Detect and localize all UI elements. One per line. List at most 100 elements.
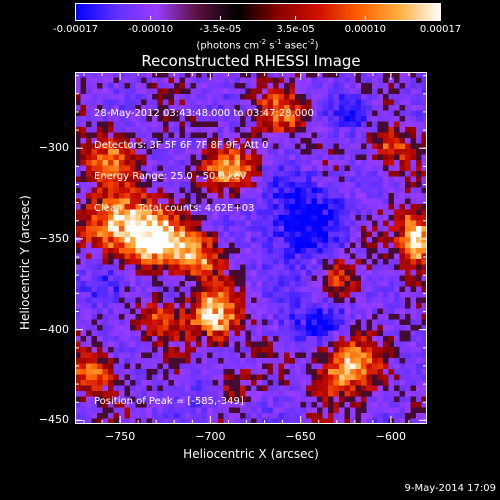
heatmap-cell — [295, 237, 301, 243]
heatmap-cell — [91, 396, 98, 403]
heatmap-cell — [410, 204, 417, 210]
heatmap-cell — [278, 358, 285, 364]
heatmap-cell — [185, 132, 191, 139]
heatmap-cell — [223, 407, 230, 414]
heatmap-cell — [350, 215, 356, 221]
heatmap-cell — [273, 138, 279, 144]
heatmap-cell — [278, 88, 285, 95]
heatmap-cell — [339, 281, 345, 287]
heatmap-cell — [416, 385, 422, 392]
heatmap-cell — [135, 286, 142, 293]
heatmap-cell — [229, 275, 235, 282]
heatmap-cell — [383, 402, 389, 408]
heatmap-cell — [190, 99, 197, 106]
heatmap-cell — [399, 396, 406, 403]
heatmap-cell — [75, 83, 81, 89]
heatmap-cell — [113, 418, 120, 424]
heatmap-cell — [262, 347, 268, 353]
heatmap-cell — [141, 231, 147, 238]
heatmap-cell — [163, 259, 169, 265]
heatmap-cell — [146, 99, 153, 106]
heatmap-cell — [97, 198, 103, 205]
heatmap-cell — [267, 347, 274, 353]
heatmap-cell — [300, 259, 307, 265]
heatmap-cell — [262, 231, 268, 238]
heatmap-cell — [179, 264, 186, 271]
heatmap-cell — [388, 385, 395, 392]
heatmap-cell — [108, 347, 114, 353]
heatmap-cell — [179, 270, 186, 276]
heatmap-cell — [377, 220, 384, 227]
heatmap-cell — [416, 204, 422, 210]
heatmap-cell — [372, 363, 378, 370]
heatmap-cell — [328, 110, 334, 117]
heatmap-cell — [124, 165, 131, 172]
heatmap-cell — [267, 165, 274, 172]
heatmap-cell — [377, 94, 384, 100]
heatmap-cell — [240, 270, 246, 276]
heatmap-cell — [421, 165, 427, 172]
heatmap-cell — [394, 198, 400, 205]
heatmap-cell — [80, 275, 87, 282]
heatmap-cell — [185, 253, 191, 260]
heatmap-cell — [212, 143, 219, 150]
heatmap-cell — [229, 319, 235, 326]
heatmap-cell — [152, 220, 158, 227]
heatmap-cell — [179, 182, 186, 188]
heatmap-cell — [300, 358, 307, 364]
heatmap-cell — [333, 154, 340, 161]
heatmap-cell — [97, 132, 103, 139]
heatmap-cell — [405, 402, 411, 408]
heatmap-cell — [300, 352, 307, 359]
heatmap-cell — [289, 176, 296, 183]
heatmap-cells — [75, 72, 427, 424]
heatmap-cell — [256, 380, 263, 386]
heatmap-cell — [333, 198, 340, 205]
heatmap-cell — [174, 149, 180, 155]
heatmap-cell — [273, 209, 279, 216]
heatmap-cell — [141, 385, 147, 392]
heatmap-cell — [163, 187, 169, 194]
heatmap-cell — [317, 182, 323, 188]
heatmap-cell — [86, 72, 92, 78]
heatmap-cell — [152, 193, 158, 199]
heatmap-cell — [135, 149, 142, 155]
heatmap-cell — [377, 413, 384, 419]
heatmap-cell — [344, 270, 351, 276]
heatmap-cell — [421, 105, 427, 111]
heatmap-cell — [218, 418, 224, 424]
heatmap-cell — [135, 242, 142, 249]
heatmap-cell — [416, 286, 422, 293]
heatmap-cell — [135, 319, 142, 326]
heatmap-cell — [344, 347, 351, 353]
heatmap-cell — [317, 259, 323, 265]
heatmap-cell — [322, 352, 329, 359]
heatmap-cell — [421, 88, 427, 95]
heatmap-cell — [75, 77, 81, 84]
heatmap-cell — [124, 418, 131, 424]
heatmap-cell — [179, 83, 186, 89]
heatmap-cell — [317, 314, 323, 320]
heatmap-cell — [212, 248, 219, 254]
heatmap-cell — [135, 171, 142, 177]
heatmap-cell — [80, 171, 87, 177]
heatmap-cell — [355, 352, 362, 359]
heatmap-cell — [135, 330, 142, 337]
heatmap-cell — [284, 176, 290, 183]
heatmap-cell — [234, 319, 241, 326]
heatmap-cell — [295, 110, 301, 117]
heatmap-cell — [108, 380, 114, 386]
heatmap-cell — [223, 72, 230, 78]
heatmap-cell — [234, 303, 241, 309]
heatmap-cell — [405, 171, 411, 177]
heatmap-cell — [267, 105, 274, 111]
heatmap-cell — [284, 418, 290, 424]
heatmap-cell — [124, 352, 131, 359]
heatmap-cell — [163, 374, 169, 381]
heatmap-cell — [141, 369, 147, 375]
heatmap-cell — [251, 253, 257, 260]
heatmap-cell — [383, 132, 389, 139]
heatmap-cell — [410, 352, 417, 359]
heatmap-cell — [339, 138, 345, 144]
heatmap-cell — [124, 314, 131, 320]
